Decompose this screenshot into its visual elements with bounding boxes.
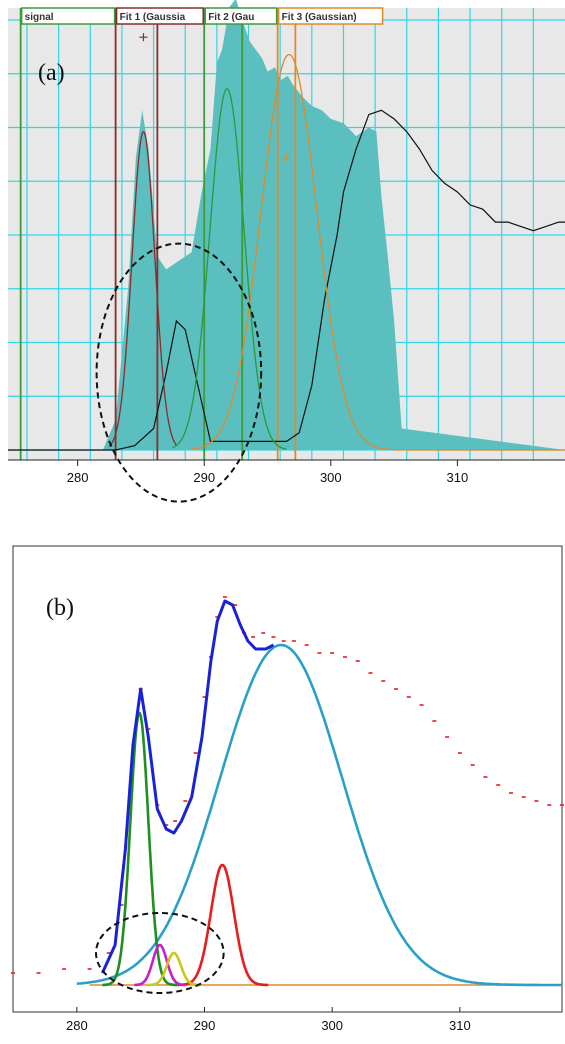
x-tick-label: 310 [447,470,469,485]
panel-a-fit-tabs: signal Fit 1 (Gaussia Fit 2 (Gau Fit 3 (Gau… [20,7,384,25]
gaussian-component-6 [147,951,202,987]
panel-a-label: (a) [38,60,65,86]
gaussian-fit-4 [191,53,565,451]
fit-tab-label: Fit 1 (Gaussia [120,12,186,23]
dashed-ellipse [94,912,225,994]
panel-a-series-lines [8,33,565,451]
fit-tab [204,7,278,25]
gaussian-fit-2 [108,131,177,447]
gaussian-component-5 [134,943,186,987]
panel-a-annotation-ellipse [95,242,263,503]
fit-tab-label: Fit 2 (Gau [208,12,254,23]
x-tick-label: 290 [194,1018,216,1033]
panel-a-x-ticks: 280 290 300 310 [67,460,468,485]
gaussian-component-4 [179,863,269,987]
x-tick-label: 300 [320,470,342,485]
panel-a-signal-fill [8,0,565,450]
fit-tab [115,7,204,25]
panel-b-series [11,596,564,987]
panel-b-label: (b) [46,595,74,621]
panel-b: 280 290 300 310 (b) [11,545,564,1033]
x-tick-label: 280 [66,1018,88,1033]
x-tick-label: 300 [321,1018,343,1033]
fit-tab [277,7,384,25]
fit-tab-label: Fit 3 (Gaussian) [282,12,357,23]
gaussian-component-3 [102,711,179,987]
gaussian-component-2 [76,643,562,987]
x-tick-label: 290 [193,470,215,485]
x-tick-label: 310 [449,1018,471,1033]
panel-b-annotation-ellipse [94,912,225,994]
signal-area [8,0,565,450]
fit-tab [20,7,116,25]
gaussian-fit-3 [172,88,287,450]
spectrum-line [8,109,565,451]
fit-tab-label: signal [25,12,54,23]
panel-a: signal Fit 1 (Gaussia Fit 2 (Gau Fit 3 (Gau… [8,0,565,503]
x-tick-label: 280 [67,470,89,485]
envelope-fit [101,599,275,974]
panel-b-x-ticks: 280 290 300 310 [66,1007,471,1033]
panel-b-frame [12,545,563,1013]
dashed-ellipse [95,242,263,503]
